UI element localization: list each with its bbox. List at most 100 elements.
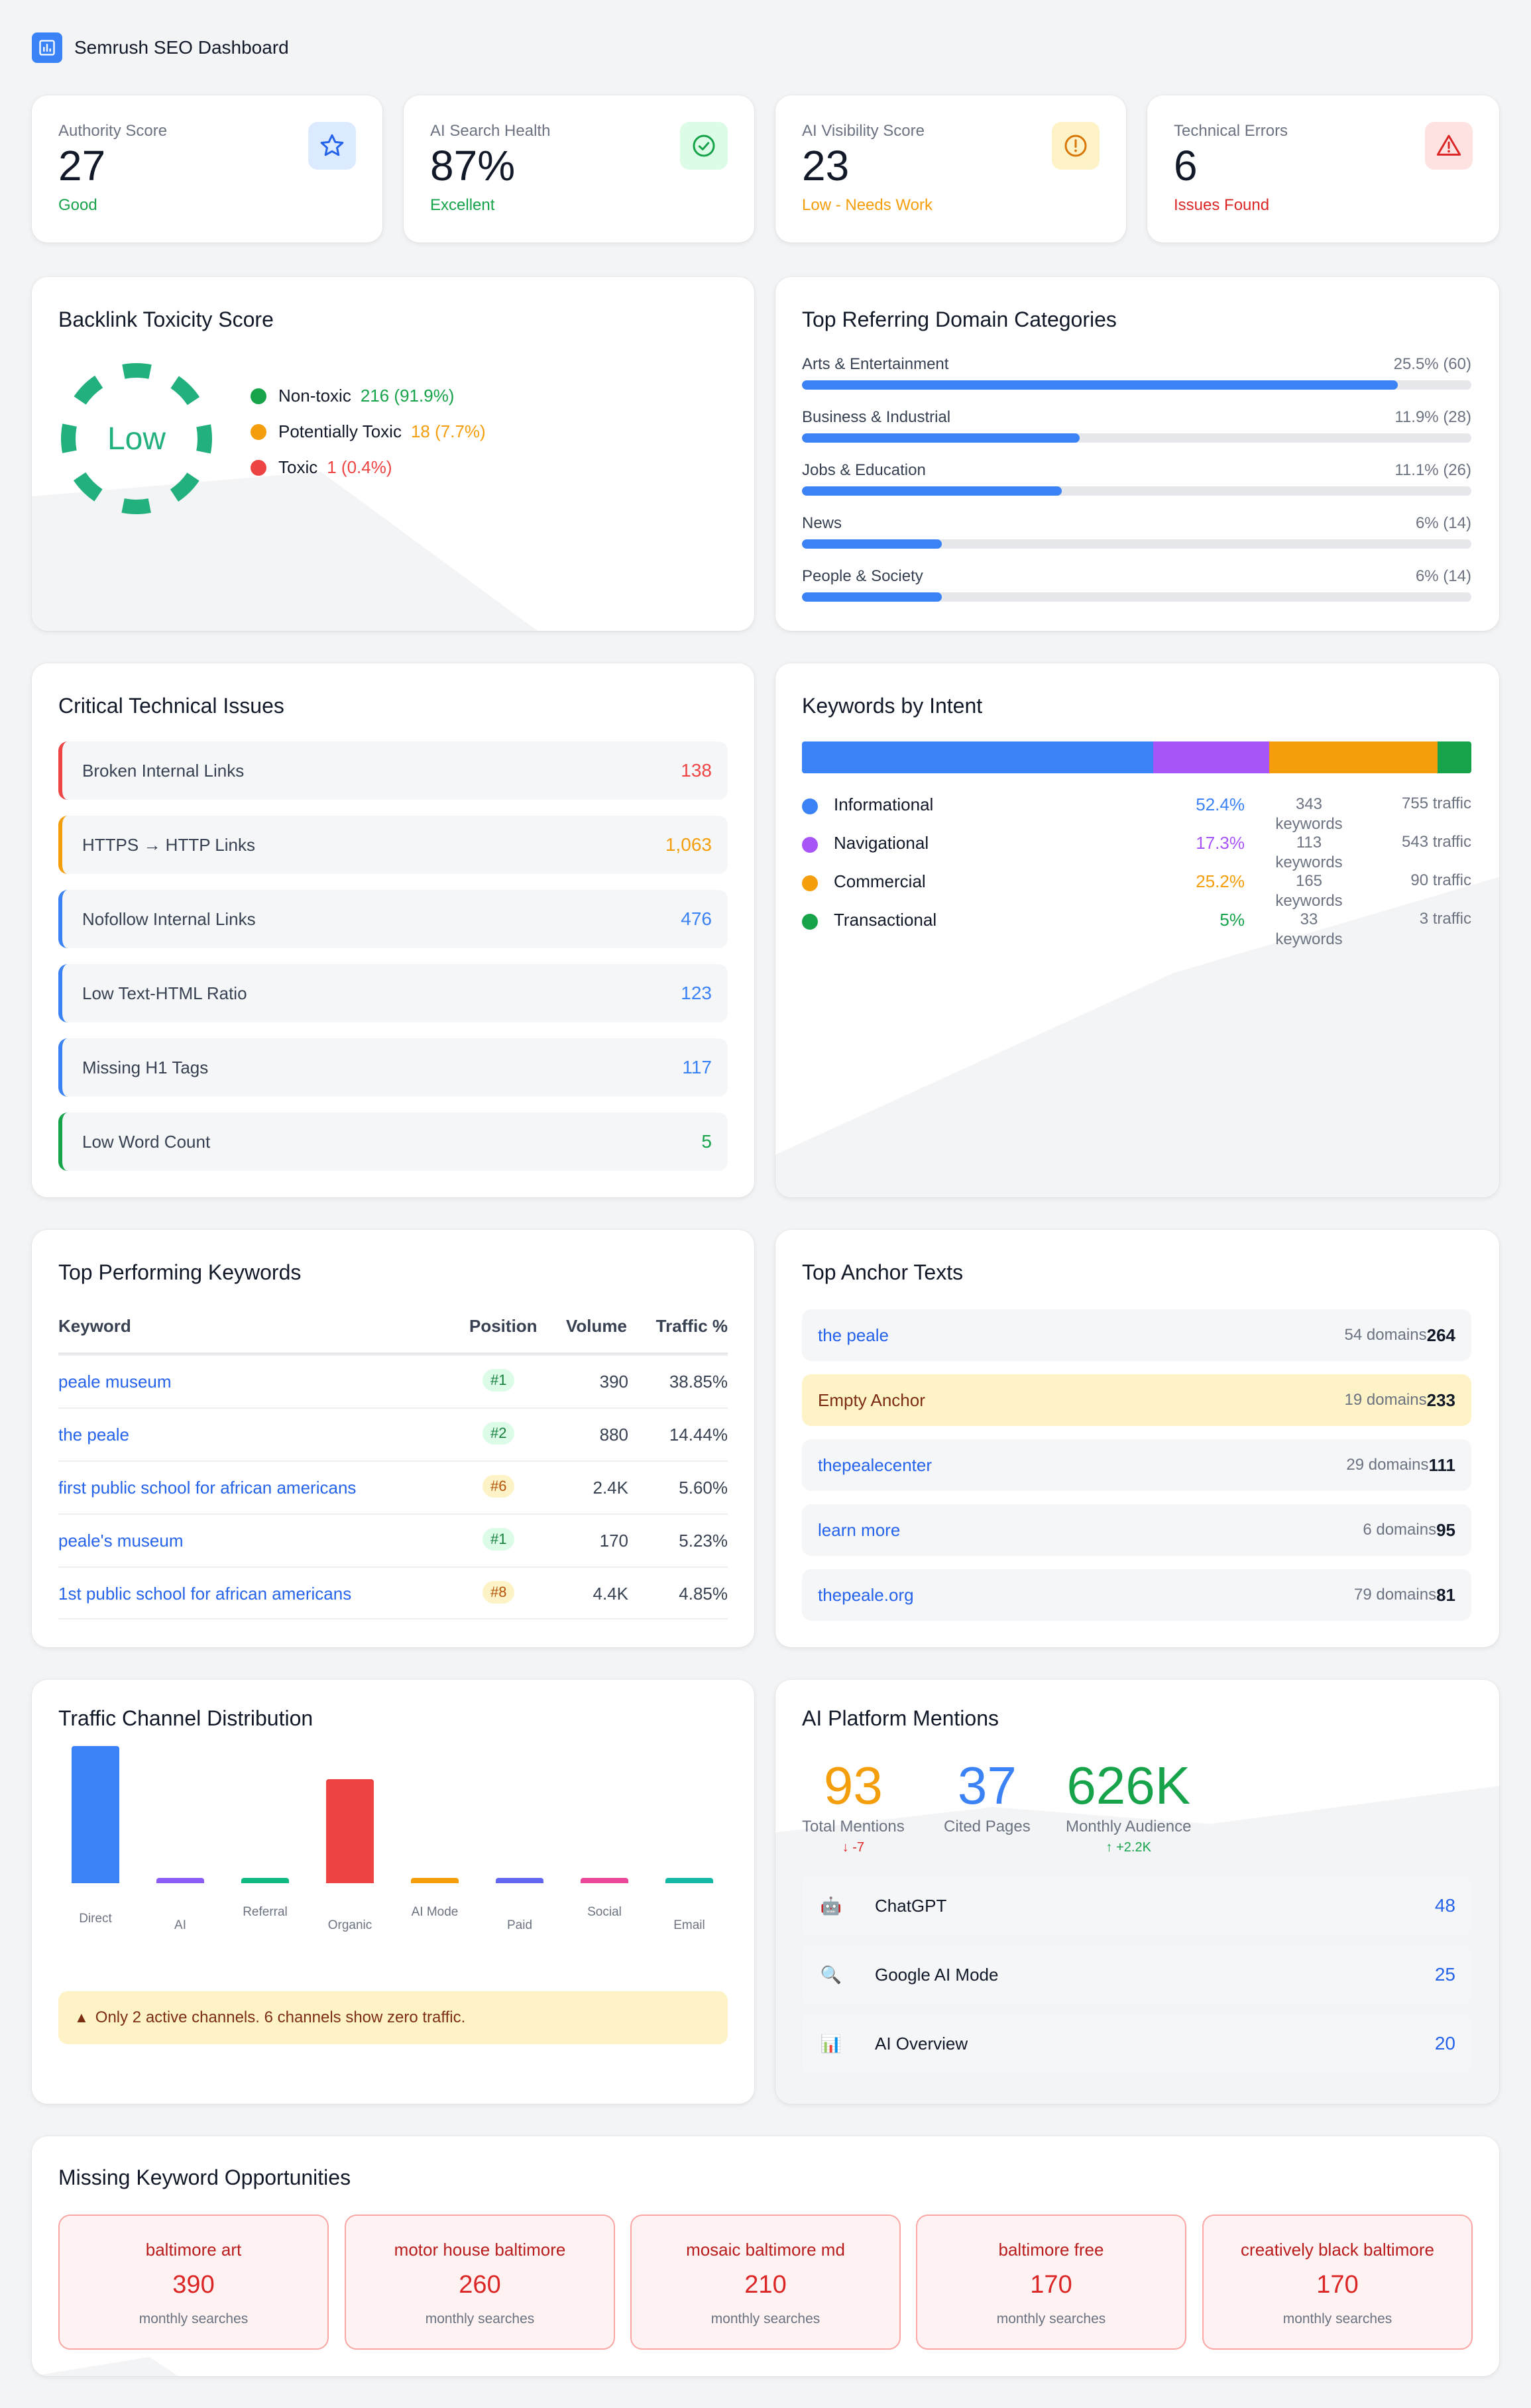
anchor-text[interactable]: thepealecenter (818, 1454, 933, 1475)
anchor-texts-card: Top Anchor Texts the peale 54 domains 264 … (775, 1230, 1499, 1647)
issue-row-broken-internal-links[interactable]: Broken Internal Links 138 (58, 741, 728, 800)
intent-segment-navigational (1153, 741, 1269, 773)
bar-ai-mode[interactable] (411, 1878, 459, 1883)
table-row[interactable]: first public school for african american… (58, 1460, 728, 1513)
bar-ai[interactable] (156, 1878, 204, 1883)
stat-value: 23 (802, 142, 850, 190)
column-header-volume[interactable]: Volume (566, 1316, 627, 1336)
intent-row-informational: Informational 52.4% 343 keywords 755 tra… (802, 794, 1471, 833)
red-dot-icon (251, 459, 266, 476)
green-dot-icon (802, 914, 818, 930)
technical-issues-card: Critical Technical Issues Broken Interna… (32, 663, 754, 1197)
robot-icon: 🤖 (820, 1895, 842, 1916)
table-row[interactable]: peale's museum #1 170 5.23% (58, 1513, 728, 1566)
issue-count: 1,063 (665, 834, 712, 855)
traffic-value: 14.44% (669, 1425, 728, 1445)
intent-traffic: 755 traffic (1402, 794, 1471, 812)
column-header-position[interactable]: Position (469, 1316, 538, 1336)
traffic-alert: ▲ Only 2 active channels. 6 channels sho… (58, 1991, 728, 2044)
issue-row-missing-h1-tags[interactable]: Missing H1 Tags 117 (58, 1038, 728, 1097)
metric-delta: ↓ -7 (842, 1840, 865, 1855)
anchor-domains: 54 domains (1344, 1326, 1427, 1344)
anchor-row[interactable]: Empty Anchor 19 domains 233 (802, 1374, 1471, 1426)
card-title: Top Anchor Texts (802, 1260, 964, 1284)
anchor-count: 81 (1436, 1584, 1455, 1605)
position-badge: #1 (482, 1369, 515, 1392)
category-label: Business & Industrial (802, 408, 951, 426)
alert-text: Only 2 active channels. 6 channels show … (95, 2008, 466, 2026)
anchor-text[interactable]: Empty Anchor (818, 1390, 925, 1410)
issue-label: Missing H1 Tags (82, 1057, 209, 1077)
intent-traffic: 3 traffic (1419, 910, 1471, 928)
platform-row-chatgpt[interactable]: 🤖 ChatGPT 48 (802, 1876, 1471, 1936)
bar-paid[interactable] (496, 1878, 543, 1883)
bar-referral[interactable] (241, 1878, 289, 1883)
opportunity-label: monthly searches (710, 2311, 821, 2326)
issue-row-low-text-html-ratio[interactable]: Low Text-HTML Ratio 123 (58, 964, 728, 1022)
issue-label: Broken Internal Links (82, 760, 245, 781)
intent-keywords: 33 keywords (1275, 910, 1343, 948)
keyword-link[interactable]: first public school for african american… (58, 1478, 357, 1498)
stat-label: AI Visibility Score (802, 122, 925, 140)
metric-label: Monthly Audience (1066, 1818, 1192, 1835)
bar-email[interactable] (665, 1878, 713, 1883)
bar-organic[interactable] (326, 1779, 374, 1883)
stat-card-ai-search-health[interactable]: AI Search Health 87% Excellent (404, 95, 754, 243)
opportunity-volume: 170 (1316, 2271, 1359, 2299)
metric-cited-pages: 37 Cited Pages (944, 1759, 1031, 1836)
opportunity-card[interactable]: motor house baltimore 260 monthly search… (345, 2215, 615, 2350)
anchor-text[interactable]: the peale (818, 1325, 889, 1345)
bar-direct[interactable] (72, 1746, 119, 1883)
anchor-count: 95 (1436, 1519, 1455, 1540)
card-title: Keywords by Intent (802, 694, 983, 718)
keyword-link[interactable]: 1st public school for african americans (58, 1584, 352, 1604)
keyword-link[interactable]: peale museum (58, 1372, 172, 1392)
category-label: People & Society (802, 567, 923, 585)
anchor-row[interactable]: thepeale.org 79 domains 81 (802, 1569, 1471, 1621)
opportunity-keyword: creatively black baltimore (1241, 2240, 1434, 2260)
opportunity-card[interactable]: creatively black baltimore 170 monthly s… (1202, 2215, 1473, 2350)
metric-monthly-audience: 626K Monthly Audience ↑ +2.2K (1066, 1759, 1191, 1855)
category-label: Jobs & Education (802, 461, 926, 479)
anchor-row[interactable]: the peale 54 domains 264 (802, 1309, 1471, 1361)
platform-row-google-ai-mode[interactable]: 🔍 Google AI Mode 25 (802, 1945, 1471, 2004)
platform-row-ai-overview[interactable]: 📊 AI Overview 20 (802, 2014, 1471, 2073)
table-row[interactable]: peale museum #1 390 38.85% (58, 1354, 728, 1407)
stat-label: Technical Errors (1174, 122, 1288, 140)
table-row[interactable]: the peale #2 880 14.44% (58, 1407, 728, 1460)
column-header-keyword[interactable]: Keyword (58, 1316, 131, 1336)
issue-row-low-word-count[interactable]: Low Word Count 5 (58, 1113, 728, 1171)
anchor-row[interactable]: learn more 6 domains 95 (802, 1504, 1471, 1556)
issue-count: 476 (681, 908, 712, 929)
toxicity-gauge (61, 363, 212, 514)
blue-dot-icon (802, 798, 818, 814)
opportunity-card[interactable]: mosaic baltimore md 210 monthly searches (630, 2215, 901, 2350)
stat-card-authority[interactable]: Authority Score 27 Good (32, 95, 382, 243)
anchor-text[interactable]: learn more (818, 1519, 901, 1540)
issue-row-nofollow-internal-links[interactable]: Nofollow Internal Links 476 (58, 890, 728, 948)
table-row[interactable]: 1st public school for african americans … (58, 1566, 728, 1619)
issue-row-https-http-links[interactable]: HTTPS → HTTP Links 1,063 (58, 816, 728, 874)
stat-card-technical-errors[interactable]: Technical Errors 6 Issues Found (1147, 95, 1499, 243)
keyword-link[interactable]: the peale (58, 1425, 129, 1445)
opportunity-card[interactable]: baltimore free 170 monthly searches (916, 2215, 1186, 2350)
intent-name: Informational (834, 794, 934, 814)
intent-name: Transactional (834, 910, 937, 930)
keyword-opportunities-card: Missing Keyword Opportunities baltimore … (32, 2136, 1499, 2376)
bar-label: AI (174, 1918, 186, 1932)
category-value: 6% (14) (1415, 514, 1471, 532)
column-header-traffic[interactable]: Traffic % (655, 1316, 728, 1336)
opportunity-card[interactable]: baltimore art 390 monthly searches (58, 2215, 329, 2350)
stat-status: Issues Found (1174, 196, 1270, 214)
stat-card-ai-visibility[interactable]: AI Visibility Score 23 Low - Needs Work (775, 95, 1126, 243)
platform-name: ChatGPT (875, 1895, 947, 1916)
keyword-link[interactable]: peale's museum (58, 1531, 184, 1551)
intent-keywords: 113 keywords (1275, 834, 1343, 871)
anchor-text[interactable]: thepeale.org (818, 1584, 914, 1605)
anchor-row[interactable]: thepealecenter 29 domains 111 (802, 1439, 1471, 1491)
domain-categories-card: Top Referring Domain Categories Arts & E… (775, 277, 1499, 631)
traffic-value: 38.85% (669, 1372, 728, 1392)
bar-social[interactable] (581, 1878, 628, 1883)
platform-count: 25 (1434, 1964, 1455, 1985)
ai-mentions-card: AI Platform Mentions 93 Total Mentions ↓… (775, 1680, 1499, 2104)
